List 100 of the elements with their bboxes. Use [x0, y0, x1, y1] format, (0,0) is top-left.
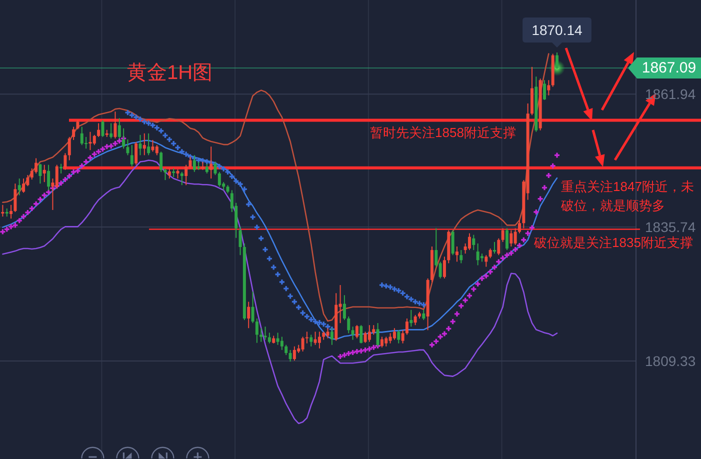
candlestick	[288, 349, 292, 362]
candlestick	[476, 242, 480, 266]
candlestick	[360, 324, 363, 344]
y-tick-label: 1809.33	[645, 352, 696, 369]
candlestick	[14, 183, 17, 212]
candlestick	[542, 80, 546, 100]
candlestick	[84, 136, 88, 150]
candlestick	[176, 168, 180, 180]
candlestick	[351, 326, 354, 340]
candlestick	[305, 331, 308, 344]
candlestick	[268, 332, 271, 344]
y-tick-label: 1861.94	[645, 86, 696, 102]
candlestick	[442, 256, 446, 279]
candlestick	[180, 171, 184, 186]
candlestick	[501, 228, 504, 242]
candlestick	[10, 204, 13, 220]
candlestick	[518, 220, 521, 234]
candlestick	[505, 228, 508, 251]
candlestick	[492, 241, 496, 254]
candlestick	[155, 144, 158, 156]
candlestick	[142, 132, 146, 156]
candlestick	[260, 328, 263, 342]
candlestick	[72, 126, 76, 140]
candlestick	[138, 134, 142, 156]
candlestick	[88, 131, 92, 151]
candlestick	[355, 324, 358, 339]
candlestick	[1, 204, 4, 218]
candlestick	[60, 163, 63, 174]
candlestick	[455, 246, 458, 262]
candlestick	[547, 80, 550, 96]
candlestick	[68, 136, 71, 161]
candlestick	[247, 301, 250, 329]
legend-label: 重点关注1847附近，未破位，就是顺势多	[560, 178, 694, 212]
candlestick	[38, 163, 42, 184]
candlestick	[164, 168, 167, 181]
candlestick	[64, 152, 67, 170]
candlestick	[151, 139, 154, 152]
candlestick	[376, 322, 380, 347]
candlestick	[488, 248, 492, 259]
candlestick	[472, 234, 476, 251]
candlestick	[126, 138, 130, 156]
candlestick	[42, 164, 46, 183]
candlestick	[451, 230, 454, 256]
ref-line-label: 1867.09	[642, 60, 696, 77]
ref-line-label: 暂时先关注1858附近支撑	[370, 124, 516, 140]
text: 黄金1H图	[127, 62, 213, 84]
candlestick	[168, 168, 171, 180]
candlestick	[114, 111, 117, 139]
candlestick	[22, 178, 26, 194]
candlestick	[347, 316, 350, 334]
candlestick	[255, 318, 258, 344]
candlestick	[422, 309, 426, 321]
candlestick	[110, 122, 113, 139]
candlestick	[380, 336, 384, 348]
candlestick	[301, 336, 304, 352]
candlestick	[184, 164, 188, 186]
candlestick	[292, 346, 296, 362]
candlestick	[384, 336, 388, 347]
candlestick	[510, 230, 513, 247]
candlestick	[188, 156, 192, 169]
candlestick	[388, 332, 392, 344]
candlestick	[238, 226, 242, 256]
candlestick	[310, 334, 313, 347]
candlestick	[410, 309, 413, 328]
candlestick	[147, 132, 150, 156]
candlestick	[18, 178, 21, 196]
candlestick	[264, 326, 267, 340]
annotation: 1870.14	[532, 22, 583, 38]
candlestick	[392, 328, 396, 340]
candlestick	[134, 142, 138, 166]
candlestick	[101, 120, 104, 138]
candlestick	[468, 232, 471, 251]
candlestick	[414, 314, 417, 326]
candlestick	[80, 126, 84, 146]
candlestick	[284, 344, 288, 356]
candlestick	[280, 336, 284, 350]
candlestick	[401, 330, 404, 344]
candlestick	[342, 294, 346, 321]
ref-line-label: 破位就是关注1835附近支撑	[533, 234, 693, 250]
candlestick	[484, 254, 488, 268]
y-tick-label: 1835.74	[645, 219, 696, 236]
candlestick	[97, 122, 100, 138]
candlestick	[514, 228, 517, 246]
candlestick	[497, 238, 500, 256]
candlestick	[34, 158, 38, 174]
candlestick	[314, 331, 317, 346]
candlestick	[405, 318, 408, 336]
candlestick	[218, 171, 221, 188]
candlestick	[130, 144, 134, 167]
candlestick	[368, 324, 371, 342]
candlestick	[160, 151, 163, 172]
candlestick	[76, 120, 80, 130]
candlestick	[397, 330, 400, 344]
candlestick	[556, 52, 558, 70]
candlestick	[92, 134, 96, 146]
candlestick	[251, 291, 254, 324]
candlestick	[276, 332, 280, 346]
candlestick	[318, 331, 321, 349]
candlestick	[460, 250, 463, 264]
candlestick	[364, 331, 367, 344]
